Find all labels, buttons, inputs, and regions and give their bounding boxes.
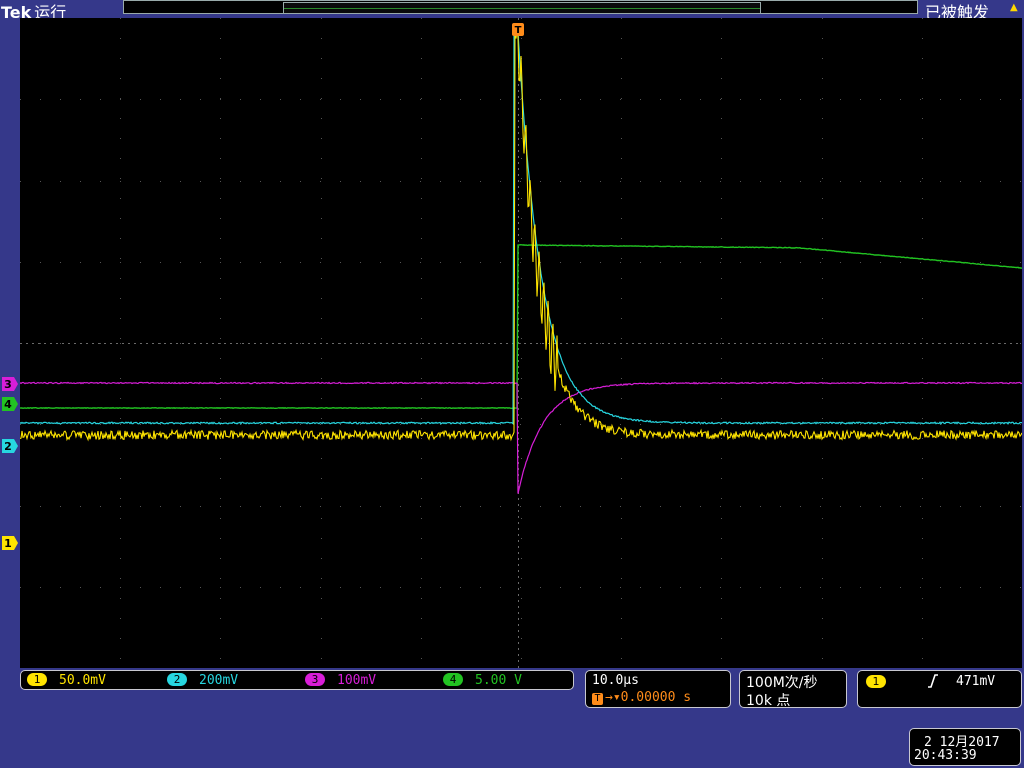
ch2-marker-label: 2: [4, 440, 12, 453]
acquisition-readout[interactable]: 100M次/秒 10k 点: [739, 670, 847, 709]
ch1-badge: 1: [27, 673, 47, 686]
ch1-waveform: [20, 31, 1022, 442]
trigger-level: 471mV: [956, 674, 996, 689]
scroll-up-icon[interactable]: ▲: [1010, 2, 1018, 13]
datetime-readout: 2 12月2017 20:43:39: [909, 728, 1021, 766]
ch3-scale-readout[interactable]: 3 100mV: [305, 673, 376, 689]
bottom-readout-bar: 1 50.0mV 2 200mV 3 100mV 4 5.00 V 10.0µs T →▾…: [0, 668, 1024, 768]
graticule-grid: [20, 18, 1022, 668]
ch4-marker-label: 4: [4, 398, 12, 411]
ch2-ground-marker[interactable]: 2: [2, 439, 18, 453]
ch4-ground-marker[interactable]: 4: [2, 397, 18, 411]
vertical-scale-readout[interactable]: 1 50.0mV 2 200mV 3 100mV 4 5.00 V: [20, 670, 574, 690]
trigger-t-icon: T: [592, 693, 603, 705]
ch1-scale-readout[interactable]: 1 50.0mV: [27, 673, 106, 689]
ch3-badge: 3: [305, 673, 325, 686]
ch3-scale: 100mV: [337, 673, 377, 688]
ch4-waveform: [20, 243, 1022, 410]
ch1-marker-label: 1: [4, 537, 12, 550]
trigger-source-badge: 1: [866, 675, 886, 688]
brand-label: Tek: [1, 3, 32, 22]
trigger-offset-value: 0.00000 s: [620, 690, 692, 705]
record-view-midline: [284, 8, 760, 9]
ch1-scale: 50.0mV: [59, 673, 106, 688]
ch2-badge: 2: [167, 673, 187, 686]
trigger-point-icon: [512, 23, 524, 36]
rising-edge-icon: [926, 673, 940, 693]
date-value: 2 12月2017: [924, 735, 1000, 750]
time-value: 20:43:39: [914, 748, 977, 763]
waveform-canvas: T: [20, 18, 1022, 668]
ch3-marker-label: 3: [4, 378, 12, 391]
record-view-window[interactable]: [283, 2, 761, 14]
trigger-point-label: T: [515, 25, 522, 36]
waveform-display[interactable]: T: [20, 18, 1022, 668]
run-state-label: 运行: [34, 3, 67, 22]
ch2-scale-readout[interactable]: 2 200mV: [167, 673, 238, 689]
ch4-badge: 4: [443, 673, 463, 686]
ch4-scale-readout[interactable]: 4 5.00 V: [443, 673, 522, 689]
ch3-waveform: [20, 381, 1022, 494]
brand-and-run-state: Tek 运行: [1, 0, 66, 23]
timebase-value: 10.0µs: [592, 673, 639, 688]
arrow-right-down-icon: →▾: [605, 690, 621, 705]
ch4-scale: 5.00 V: [475, 673, 522, 688]
ch2-scale: 200mV: [199, 673, 239, 688]
sample-rate: 100M次/秒: [746, 675, 818, 691]
ch2-waveform: [20, 31, 1022, 426]
ch1-ground-marker[interactable]: 1: [2, 536, 18, 550]
trigger-readout[interactable]: 1 471mV: [857, 670, 1022, 708]
ch3-ground-marker[interactable]: 3: [2, 377, 18, 391]
horizontal-readout[interactable]: 10.0µs T →▾0.00000 s: [585, 670, 731, 708]
trigger-status-label: 已被触发: [925, 3, 990, 22]
trigger-offset-readout: T →▾0.00000 s: [592, 690, 691, 705]
top-status-bar: Tek 运行 已被触发 ▲: [0, 0, 1024, 22]
record-length: 10k 点: [746, 693, 791, 709]
trigger-position-marker: T: [512, 23, 524, 36]
waveform-traces: [20, 31, 1022, 494]
